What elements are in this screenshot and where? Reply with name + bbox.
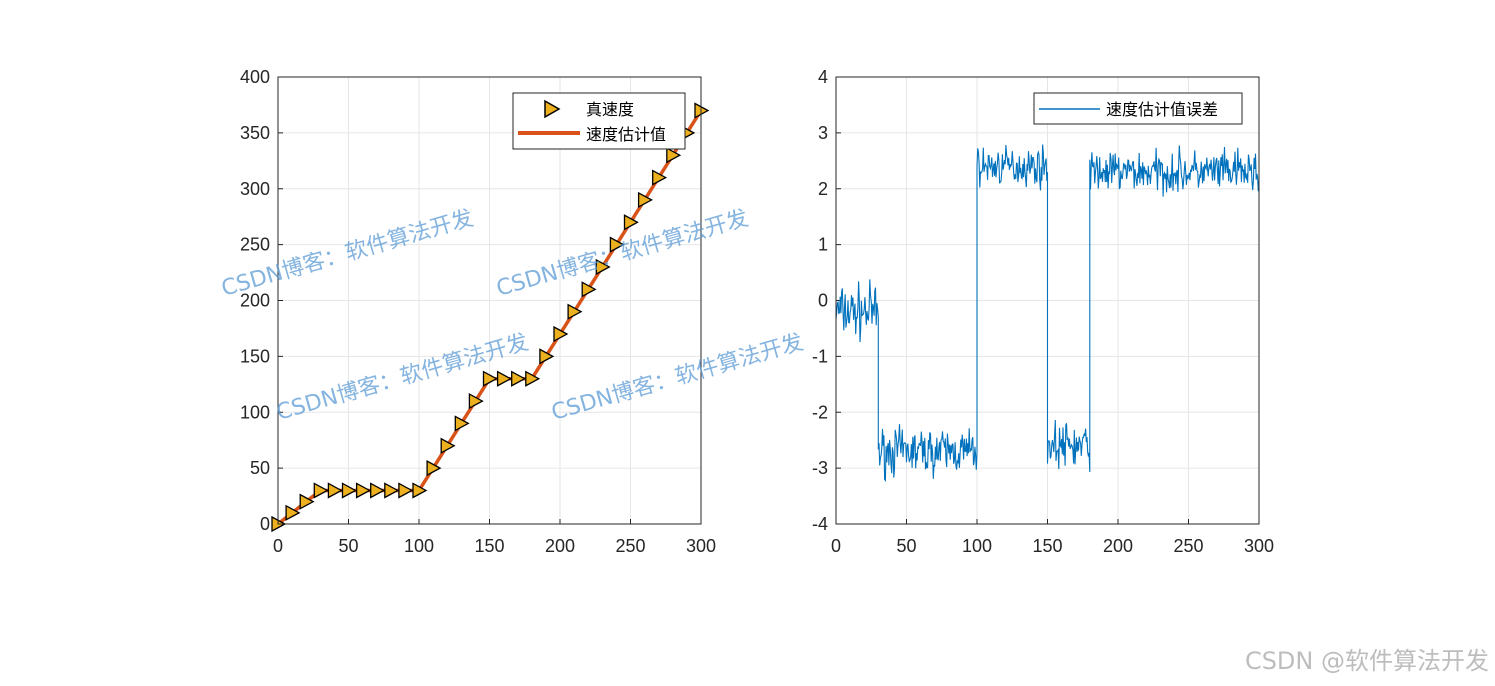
y-tick-label: 150 [240, 346, 270, 366]
true-speed-marker [341, 482, 357, 499]
y-tick-label: 300 [240, 179, 270, 199]
true-speed-marker [313, 482, 329, 499]
y-tick-label: -1 [812, 346, 828, 366]
true-speed-marker [609, 236, 625, 253]
x-tick-label: 200 [1103, 536, 1133, 556]
true-speed-marker [468, 392, 484, 410]
true-speed-marker [623, 214, 639, 231]
true-speed-marker [327, 482, 343, 499]
x-tick-label: 150 [1032, 536, 1062, 556]
y-tick-label: 50 [250, 458, 270, 478]
x-tick-label: 100 [962, 536, 992, 556]
legend-true-speed-marker [544, 99, 561, 119]
x-tick-label: 50 [896, 536, 916, 556]
y-tick-label: 1 [818, 235, 828, 255]
x-tick-label: 100 [404, 536, 434, 556]
right-series [835, 144, 1260, 483]
y-tick-label: -4 [812, 514, 828, 534]
true-speed-marker [652, 169, 668, 186]
right-tick-labels: 0 50 100 150 200 250 300 -4 -3 -2 -1 0 1 2 3 4 [812, 67, 1274, 556]
y-tick-label: 200 [240, 291, 270, 311]
y-tick-label: 3 [818, 123, 828, 143]
x-tick-label: 250 [1173, 536, 1203, 556]
left-speed-plot: 0 50 100 150 200 250 300 0 50 100 150 200 250 300 350 4… [240, 67, 716, 556]
y-tick-label: 400 [240, 67, 270, 87]
left-legend-box [512, 92, 686, 150]
x-tick-label: 200 [545, 536, 575, 556]
true-speed-marker [454, 415, 470, 432]
true-speed-marker [567, 303, 583, 320]
right-error-plot: 0 50 100 150 200 250 300 -4 -3 -2 -1 0 1 2 3 4 速度估计值误差 [812, 67, 1274, 556]
y-tick-label: 4 [818, 67, 828, 87]
true-speed-marker [482, 370, 498, 387]
y-tick-label: -3 [812, 458, 828, 478]
true-speed-marker [398, 482, 414, 499]
true-speed-marker [285, 504, 301, 521]
x-tick-label: 50 [338, 536, 358, 556]
csdn-credit: CSDN @软件算法开发 [1244, 647, 1489, 675]
left-tick-labels: 0 50 100 150 200 250 300 0 50 100 150 200 250 300 350 4… [240, 67, 716, 556]
x-tick-label: 150 [474, 536, 504, 556]
left-legend: 真速度 速度估计值 [512, 92, 686, 150]
y-tick-label: 350 [240, 123, 270, 143]
true-speed-marker [412, 482, 428, 499]
speed-error-line [835, 144, 1260, 483]
true-speed-marker [440, 437, 456, 454]
x-tick-label: 0 [273, 536, 283, 556]
legend-error-label: 速度估计值误差 [1106, 100, 1218, 119]
y-tick-label: 0 [260, 514, 270, 534]
true-speed-marker [539, 348, 555, 365]
legend-estimate-label: 速度估计值 [586, 125, 666, 144]
right-plot-frame [835, 76, 1260, 525]
legend-true-speed-label: 真速度 [586, 100, 634, 119]
true-speed-marker [355, 482, 371, 499]
true-speed-marker [637, 191, 653, 209]
y-tick-label: 250 [240, 235, 270, 255]
true-speed-marker [511, 370, 527, 387]
true-speed-marker [553, 325, 569, 343]
true-speed-marker [666, 147, 682, 164]
true-speed-marker [370, 482, 386, 499]
true-speed-marker [299, 493, 315, 510]
x-tick-label: 250 [615, 536, 645, 556]
true-speed-marker [525, 370, 541, 387]
x-tick-label: 0 [831, 536, 841, 556]
left-plot-frame [277, 76, 702, 525]
x-tick-label: 300 [1244, 536, 1274, 556]
y-tick-label: 0 [818, 291, 828, 311]
x-tick-label: 300 [686, 536, 716, 556]
true-speed-marker [384, 482, 400, 499]
right-legend: 速度估计值误差 [1033, 92, 1243, 125]
true-speed-marker [581, 281, 597, 298]
y-tick-label: 100 [240, 402, 270, 422]
y-tick-label: -2 [812, 402, 828, 422]
true-speed-marker [496, 370, 512, 387]
true-speed-marker [426, 460, 442, 477]
y-tick-label: 2 [818, 179, 828, 199]
true-speed-marker [595, 258, 611, 276]
